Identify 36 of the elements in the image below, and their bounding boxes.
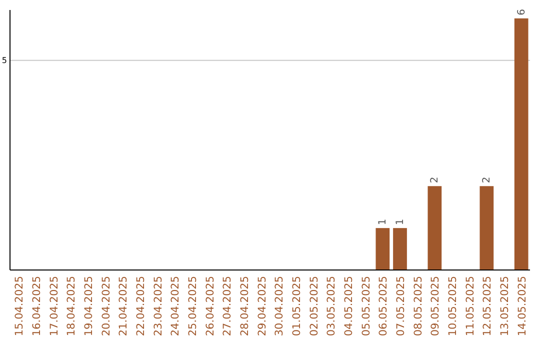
x-tick-label: 26.04.2025 [204,276,216,336]
x-tick-label: 11.05.2025 [464,276,476,336]
x-tick-label: 21.04.2025 [118,276,130,336]
data-label: 6 [516,9,528,16]
x-tick-label: 15.04.2025 [14,276,26,336]
x-tick-label: 04.05.2025 [343,276,355,336]
x-tick-label: 30.04.2025 [274,276,286,336]
x-tick-label: 19.04.2025 [83,276,95,336]
y-tick-label: 5 [2,56,7,66]
x-tick-label: 24.04.2025 [170,276,182,336]
x-tick-label: 07.05.2025 [395,276,407,336]
x-tick-label: 09.05.2025 [430,276,442,336]
x-tick-label: 12.05.2025 [482,276,494,336]
x-tick-label: 18.04.2025 [66,276,78,336]
x-tick-label: 25.04.2025 [187,276,199,336]
x-tick-label: 27.04.2025 [222,276,234,336]
x-tick-label: 17.04.2025 [48,276,60,336]
x-tick-label: 05.05.2025 [360,276,372,336]
x-tick-label: 13.05.2025 [499,276,511,336]
x-tick-label: 10.05.2025 [447,276,459,336]
x-tick-label: 23.04.2025 [152,276,164,336]
x-tick-label: 03.05.2025 [326,276,338,336]
x-tick-label: 06.05.2025 [378,276,390,336]
x-tick-label: 28.04.2025 [239,276,251,336]
data-label: 2 [482,176,493,184]
data-label: 2 [430,176,441,184]
x-tick-label: 20.04.2025 [100,276,112,336]
data-label: 1 [395,218,406,226]
x-tick-label: 16.04.2025 [31,276,43,336]
data-label: 1 [378,218,389,226]
x-tick-label: 29.04.2025 [256,276,268,336]
x-tick-label: 14.05.2025 [516,276,528,336]
x-tick-label: 08.05.2025 [412,276,424,336]
x-tick-label: 02.05.2025 [308,276,320,336]
x-tick-label: 01.05.2025 [291,276,303,336]
x-tick-label: 22.04.2025 [135,276,147,336]
